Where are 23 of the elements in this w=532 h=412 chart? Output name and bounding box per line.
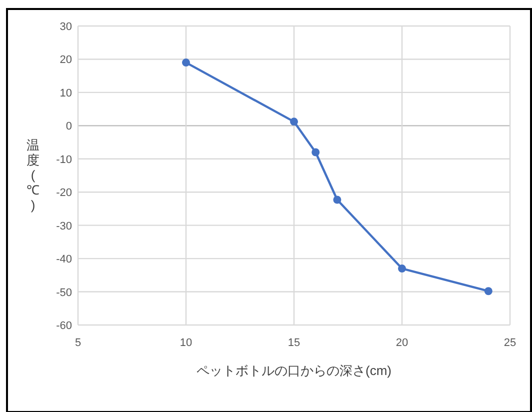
point xyxy=(182,58,190,67)
x-axis-title: ペットボトルの口からの深さ(cm) xyxy=(196,363,392,378)
y-tick-label: 10 xyxy=(60,87,72,100)
y-tick-label: -30 xyxy=(56,220,72,232)
point xyxy=(290,118,298,126)
y-tick-label: -60 xyxy=(56,320,72,332)
point xyxy=(333,196,342,204)
x-tick-label: 15 xyxy=(288,337,300,349)
y-tick-label: 20 xyxy=(60,54,72,66)
x-tick-label: 20 xyxy=(396,337,408,349)
x-tick-label: 5 xyxy=(74,337,82,349)
y-axis-title: 温度(℃) xyxy=(26,138,40,212)
y-tick-label: -20 xyxy=(56,187,72,200)
point xyxy=(398,264,406,273)
point xyxy=(484,287,492,296)
x-tick-label: 10 xyxy=(180,337,192,349)
y-tick-label: 30 xyxy=(60,21,72,33)
y-tick-label: -40 xyxy=(56,254,72,266)
x-tick-label: 25 xyxy=(504,337,516,349)
y-tick-label: -10 xyxy=(56,154,72,166)
point xyxy=(312,148,320,156)
y-tick-label: -50 xyxy=(56,286,72,299)
y-tick-label: 0 xyxy=(66,120,72,133)
